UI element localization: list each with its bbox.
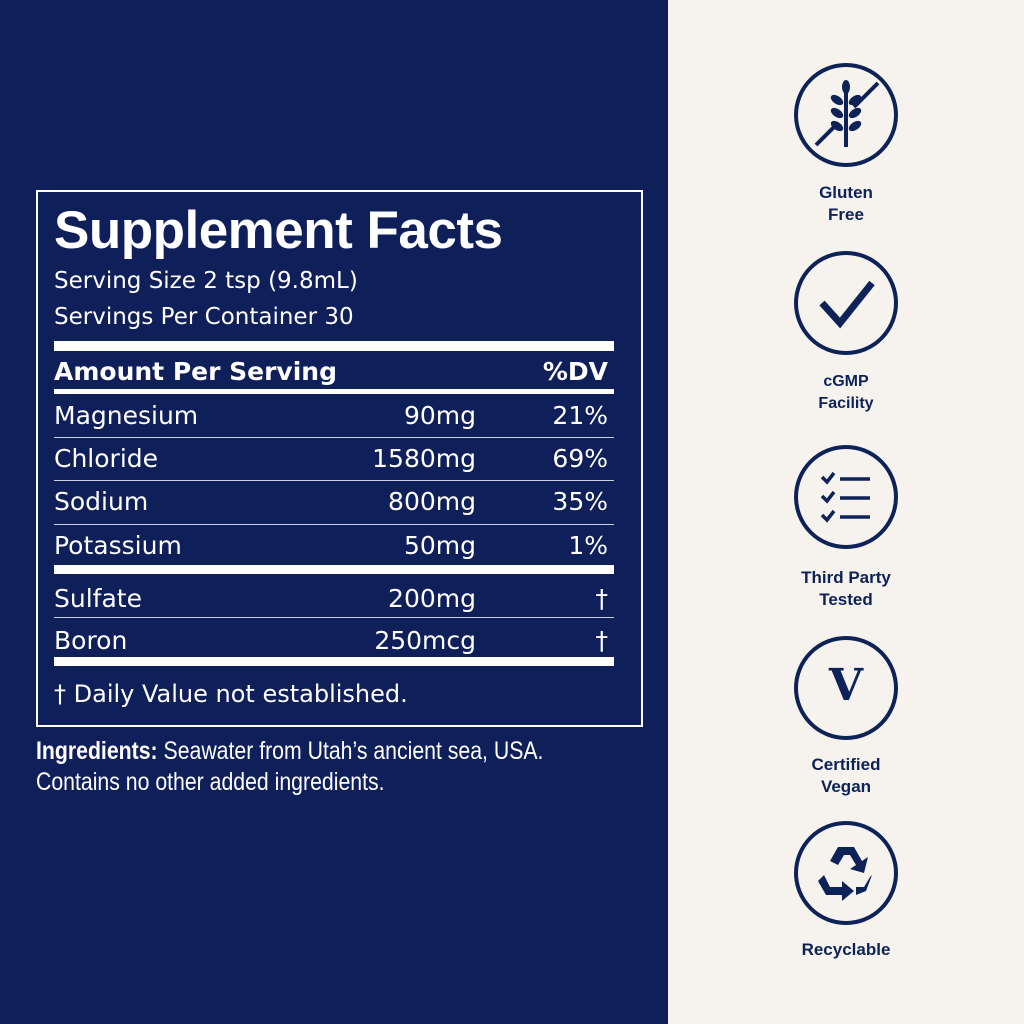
row-amount: 250mcg <box>374 626 476 655</box>
row-name: Potassium <box>54 531 182 560</box>
badge-label: Third Party Tested <box>801 568 891 609</box>
row-dv: 1% <box>568 531 608 560</box>
ingredients-line-1: Ingredients: Seawater from Utah’s ancien… <box>36 737 543 766</box>
divider <box>54 617 614 618</box>
ingredients-label: Ingredients: <box>36 737 158 765</box>
header-dv: %DV <box>542 357 608 386</box>
supplement-facts-box <box>36 190 643 727</box>
row-name: Chloride <box>54 444 159 473</box>
table-row: Sulfate 200mg † <box>54 578 614 618</box>
row-amount: 1580mg <box>372 444 476 473</box>
facts-title: Supplement Facts <box>54 201 503 260</box>
table-row: Sodium 800mg 35% <box>54 481 614 521</box>
badge-label: Gluten Free <box>819 183 873 224</box>
row-dv: † <box>595 584 609 613</box>
divider <box>54 437 614 438</box>
divider <box>54 565 614 574</box>
checklist-icon <box>794 445 898 549</box>
divider <box>54 341 614 351</box>
header-amount: Amount Per Serving <box>54 357 337 386</box>
servings-per-container: Servings Per Container 30 <box>54 304 354 330</box>
row-amount: 90mg <box>403 401 476 430</box>
row-amount: 800mg <box>388 487 476 516</box>
row-name: Sodium <box>54 487 149 516</box>
table-row: Boron 250mcg † <box>54 620 614 660</box>
ingredients-text: Seawater from Utah’s ancient sea, USA. <box>157 737 544 765</box>
table-header: Amount Per Serving %DV <box>54 351 614 391</box>
serving-size: Serving Size 2 tsp (9.8mL) <box>54 268 358 294</box>
checkmark-icon <box>794 251 898 355</box>
vegan-v-icon: V <box>794 636 898 740</box>
recycle-icon <box>794 821 898 925</box>
footnote: † Daily Value not established. <box>54 680 408 708</box>
divider <box>54 480 614 481</box>
badges-panel: Gluten Free cGMP Facility Third Party Teste… <box>668 0 1024 1024</box>
divider <box>54 389 614 394</box>
row-name: Sulfate <box>54 584 142 613</box>
row-amount: 50mg <box>403 531 476 560</box>
table-row: Magnesium 90mg 21% <box>54 395 614 435</box>
divider <box>54 657 614 666</box>
row-dv: 69% <box>552 444 608 473</box>
table-row: Chloride 1580mg 69% <box>54 438 614 478</box>
row-name: Magnesium <box>54 401 199 430</box>
badge-label: Recyclable <box>801 940 891 959</box>
badge-label: Certified Vegan <box>811 755 881 796</box>
badge-label: cGMP Facility <box>818 373 874 412</box>
ingredients-line-2: Contains no other added ingredients. <box>36 768 385 796</box>
table-row: Potassium 50mg 1% <box>54 525 614 565</box>
divider <box>54 524 614 525</box>
gluten-free-icon <box>794 63 898 167</box>
row-amount: 200mg <box>388 584 476 613</box>
row-dv: † <box>595 626 609 655</box>
row-dv: 21% <box>552 401 608 430</box>
row-dv: 35% <box>552 487 608 516</box>
row-name: Boron <box>54 626 128 655</box>
facts-panel: Supplement Facts Serving Size 2 tsp (9.8… <box>0 0 668 1024</box>
